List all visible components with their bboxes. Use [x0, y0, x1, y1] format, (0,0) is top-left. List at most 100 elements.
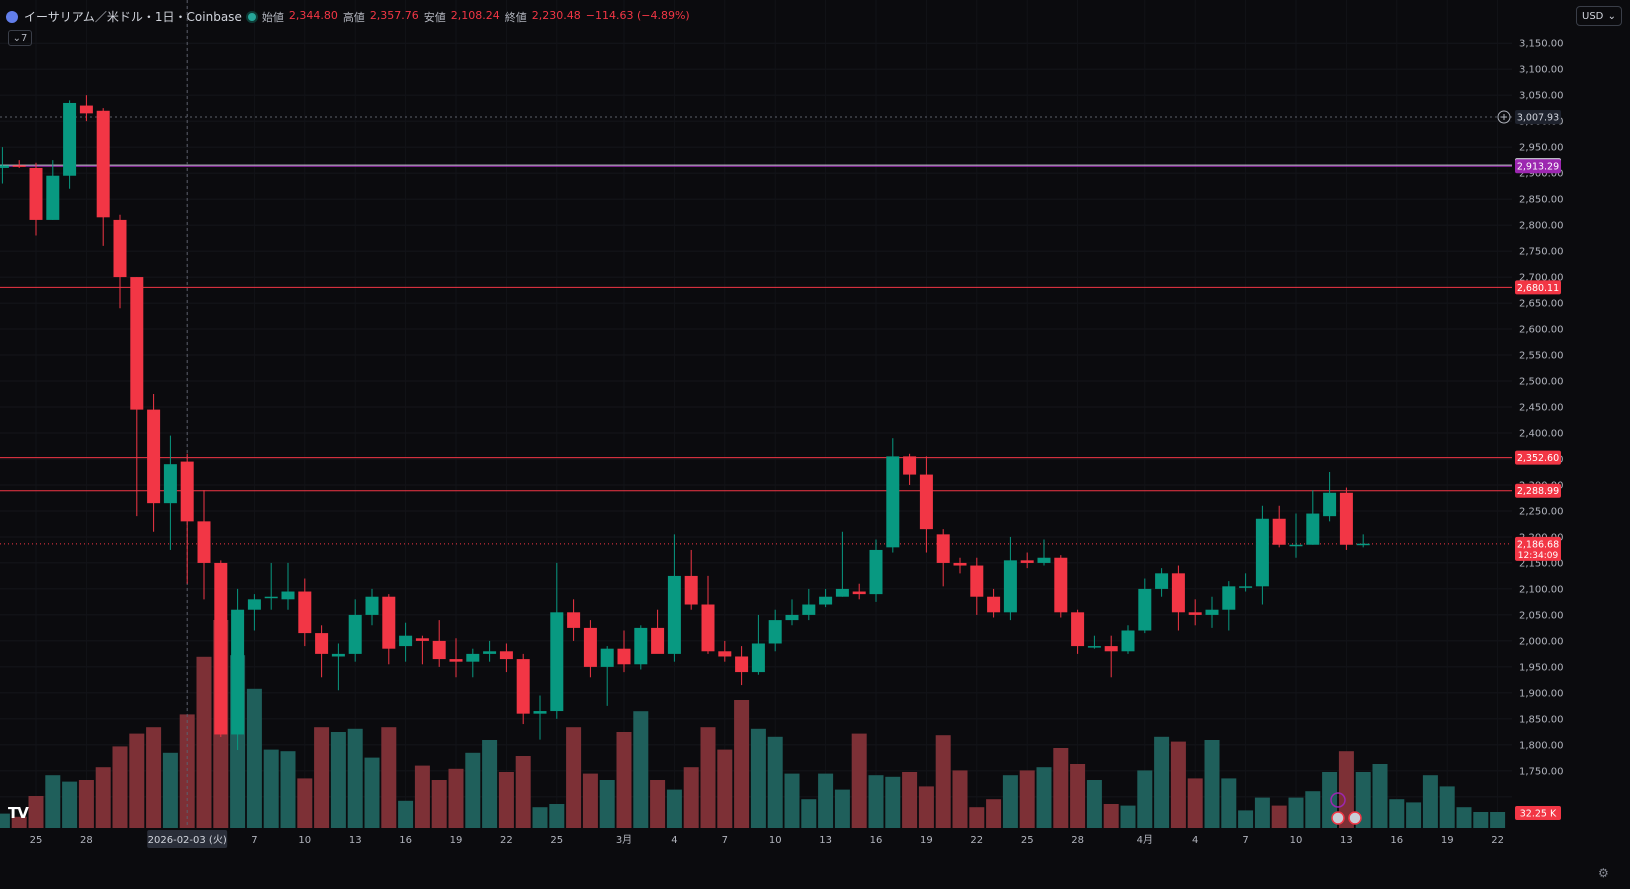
- volume-bar: [280, 751, 296, 828]
- crosshair-date-label: 2026-02-03 (火): [148, 834, 227, 846]
- time-axis-tick-label: 28: [80, 835, 93, 846]
- symbol-title[interactable]: イーサリアム／米ドル・1日・Coinbase: [24, 10, 242, 24]
- candle-body: [684, 575, 698, 605]
- volume-bar: [482, 740, 498, 828]
- price-axis-tick-label: 2,800.00: [1519, 221, 1564, 232]
- ethereum-icon: [6, 10, 18, 23]
- candle-body: [768, 620, 782, 644]
- indicator-collapse-button[interactable]: ⌄ 7: [8, 30, 32, 46]
- volume-bar: [398, 800, 414, 828]
- price-axis-tick-label: 2,550.00: [1519, 351, 1564, 362]
- time-axis-tick-label: 22: [1491, 835, 1504, 846]
- candle-body: [483, 651, 497, 654]
- candle-body: [163, 464, 177, 504]
- candle-body: [987, 596, 1001, 613]
- candle-body: [231, 609, 245, 735]
- candle-body: [298, 591, 312, 634]
- price-axis-tick-label: 2,750.00: [1519, 247, 1564, 258]
- price-axis-tick-label: 2,650.00: [1519, 299, 1564, 310]
- volume-bar: [1271, 805, 1287, 828]
- candle-body: [718, 651, 732, 657]
- candle-body: [348, 614, 362, 654]
- price-axis-panel: [1512, 0, 1630, 889]
- volume-bar: [683, 767, 699, 828]
- volume-bar: [162, 752, 178, 828]
- time-axis-tick-label: 25: [1021, 835, 1034, 846]
- ohlc-values: 始値 2,344.80 高値 2,357.76 安値 2,108.24 終値 2,230…: [262, 9, 690, 25]
- candle-body: [1087, 646, 1101, 648]
- candle-body: [1306, 513, 1320, 545]
- last-price-badge: [1515, 536, 1561, 561]
- tradingview-logo-icon[interactable]: TV: [8, 804, 29, 822]
- candle-body: [415, 638, 429, 641]
- chevron-down-icon: ⌄: [1607, 10, 1616, 22]
- price-axis-tick-label: 1,750.00: [1519, 766, 1564, 777]
- currency-select[interactable]: USD ⌄: [1576, 6, 1622, 26]
- volume-bar: [1406, 802, 1422, 828]
- close-value: 2,230.48: [531, 8, 581, 22]
- candle-body: [1003, 560, 1017, 613]
- volume-bar: [1154, 736, 1170, 828]
- volume-bar: [1439, 786, 1455, 828]
- market-status-icon[interactable]: [247, 12, 256, 21]
- level-price-label: 2,913.29: [1517, 162, 1559, 173]
- candle-body: [953, 562, 967, 566]
- volume-bar: [95, 767, 111, 828]
- volume-bar: [1170, 741, 1186, 828]
- candle-body: [1020, 560, 1034, 563]
- level-price-badge: [1515, 280, 1561, 295]
- volume-bar: [1288, 797, 1304, 828]
- time-axis-tick-label: 22: [970, 835, 983, 846]
- price-axis-tick-label: 2,250.00: [1519, 506, 1564, 517]
- candle-body: [970, 565, 984, 597]
- candle-body: [819, 596, 833, 605]
- volume-bar: [1305, 791, 1321, 828]
- candle-body: [214, 562, 228, 735]
- volume-bar: [834, 789, 850, 828]
- volume-bar: [1036, 767, 1052, 828]
- level-price-badge: [1515, 159, 1561, 174]
- candle-body: [1121, 630, 1135, 652]
- candle-body: [701, 604, 715, 652]
- volume-bar: [1338, 751, 1354, 828]
- volume-bar: [45, 775, 61, 828]
- candle-body: [835, 588, 849, 597]
- gear-icon[interactable]: ⚙: [1598, 866, 1609, 880]
- volume-bar: [986, 799, 1002, 828]
- candle-body: [281, 591, 295, 600]
- candle-body: [886, 456, 900, 548]
- candle-body: [1239, 586, 1253, 588]
- volume-bar: [700, 727, 716, 828]
- candle-body: [567, 612, 581, 628]
- candle-body: [1323, 492, 1337, 517]
- change-value: −114.63 (−4.89%): [585, 8, 690, 22]
- volume-bar: [263, 749, 279, 828]
- candle-body: [247, 599, 261, 610]
- candle-body: [1104, 646, 1118, 652]
- candle-body: [130, 277, 144, 410]
- time-axis-tick-label: 16: [1390, 835, 1403, 846]
- volume-bar: [448, 768, 464, 828]
- candle-body: [1071, 612, 1085, 647]
- volume-bar: [918, 786, 934, 828]
- level-price-label: 2,288.99: [1517, 486, 1559, 497]
- candle-body: [1188, 612, 1202, 615]
- candle-body: [936, 534, 950, 563]
- volume-bar: [885, 776, 901, 828]
- volume-bar: [935, 735, 951, 828]
- volume-bar: [1490, 812, 1506, 828]
- volume-bar: [1254, 797, 1270, 828]
- candle-body: [667, 575, 681, 654]
- candle-body: [46, 175, 60, 220]
- volume-bar: [414, 765, 430, 828]
- volume-bar: [818, 773, 834, 828]
- candle-body: [331, 653, 345, 657]
- candle-body: [533, 711, 547, 714]
- volume-bar: [717, 749, 733, 828]
- candle-body: [1356, 543, 1370, 546]
- volume-bar: [1187, 778, 1203, 828]
- candle-body: [634, 627, 648, 665]
- time-axis-tick-label: 22: [500, 835, 513, 846]
- candle-body: [466, 653, 480, 662]
